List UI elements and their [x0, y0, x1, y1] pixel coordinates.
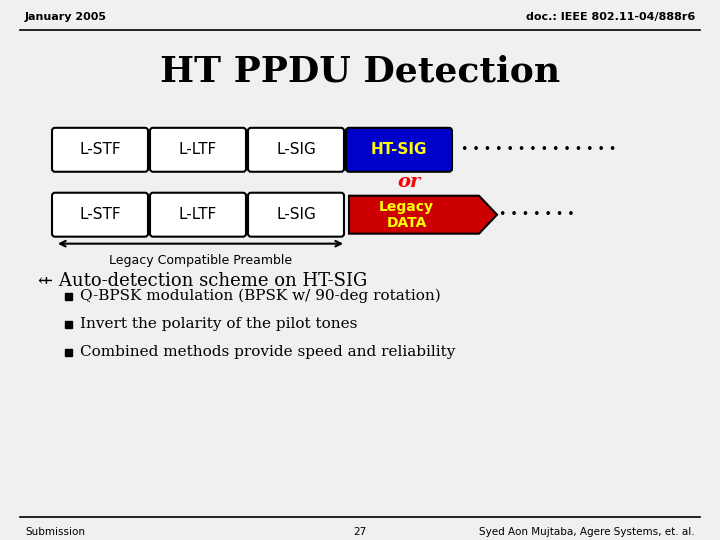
- Text: L-LTF: L-LTF: [179, 207, 217, 222]
- Text: Combined methods provide speed and reliability: Combined methods provide speed and relia…: [80, 345, 455, 359]
- Text: or: or: [397, 173, 420, 191]
- Text: Legacy
DATA: Legacy DATA: [379, 200, 434, 230]
- Text: Legacy Compatible Preamble: Legacy Compatible Preamble: [109, 254, 292, 267]
- FancyBboxPatch shape: [150, 128, 246, 172]
- Text: ⇷ Auto-detection scheme on HT-SIG: ⇷ Auto-detection scheme on HT-SIG: [38, 272, 367, 289]
- FancyBboxPatch shape: [150, 193, 246, 237]
- FancyBboxPatch shape: [248, 193, 344, 237]
- Text: HT PPDU Detection: HT PPDU Detection: [160, 55, 560, 89]
- Text: HT-SIG: HT-SIG: [371, 142, 427, 157]
- Text: • • • • • • • • • • • • • •: • • • • • • • • • • • • • •: [461, 143, 620, 156]
- Text: L-SIG: L-SIG: [276, 142, 316, 157]
- FancyBboxPatch shape: [65, 293, 72, 300]
- FancyBboxPatch shape: [52, 128, 148, 172]
- Text: L-STF: L-STF: [79, 207, 121, 222]
- Text: L-STF: L-STF: [79, 142, 121, 157]
- Text: L-LTF: L-LTF: [179, 142, 217, 157]
- Text: Q-BPSK modulation (BPSK w/ 90-deg rotation): Q-BPSK modulation (BPSK w/ 90-deg rotati…: [80, 288, 441, 303]
- Text: L-SIG: L-SIG: [276, 207, 316, 222]
- Text: Submission: Submission: [25, 527, 85, 537]
- FancyBboxPatch shape: [346, 128, 452, 172]
- Text: January 2005: January 2005: [25, 12, 107, 22]
- Text: Invert the polarity of the pilot tones: Invert the polarity of the pilot tones: [80, 316, 357, 330]
- FancyBboxPatch shape: [52, 193, 148, 237]
- Text: • • • • • • •: • • • • • • •: [499, 208, 579, 221]
- Text: Syed Aon Mujtaba, Agere Systems, et. al.: Syed Aon Mujtaba, Agere Systems, et. al.: [480, 527, 695, 537]
- FancyBboxPatch shape: [248, 128, 344, 172]
- Text: 27: 27: [354, 527, 366, 537]
- Text: doc.: IEEE 802.11-04/888r6: doc.: IEEE 802.11-04/888r6: [526, 12, 695, 22]
- FancyBboxPatch shape: [65, 349, 72, 356]
- Polygon shape: [349, 195, 497, 234]
- FancyBboxPatch shape: [65, 321, 72, 328]
